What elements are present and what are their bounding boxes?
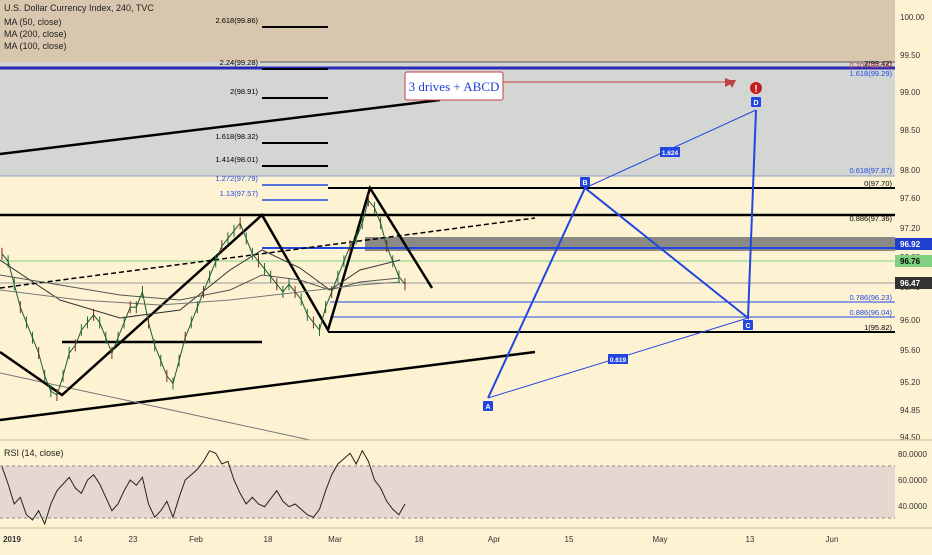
y-tick-label: 98.50 (900, 126, 921, 135)
fib-left-label: 2(98.91) (230, 87, 258, 96)
ma-label-100: MA (100, close) (4, 41, 67, 51)
y-tick-label: 99.00 (900, 88, 921, 97)
tan-zone (0, 0, 895, 62)
price-line (1, 199, 406, 396)
rsi-line (1, 449, 406, 526)
callout[interactable]: 3 drives + ABCD (404, 71, 735, 101)
x-tick-label: 14 (74, 535, 83, 544)
x-tick-label: 18 (264, 535, 273, 544)
ma-line-3 (0, 281, 401, 306)
callout-text: 3 drives + ABCD (409, 79, 500, 94)
fib-left-label: 1.618(98.32) (215, 132, 258, 141)
fib-right-labels: 2(99.42)0.707(99.26)1.618(99.29) 0.618(97… (849, 59, 892, 332)
ratio-badge (608, 354, 628, 364)
y-tick-label: 97.20 (900, 224, 921, 233)
price-tag-label: 96.47 (900, 279, 921, 288)
y-tick-label: 100.00 (900, 13, 925, 22)
fib-left-label: 1.272(97.79) (215, 174, 258, 183)
fib-right-label: 1.618(99.29) (849, 69, 892, 78)
fib-right-label: 0.886(96.04) (849, 308, 892, 317)
ma-line-1 (0, 249, 401, 319)
x-tick-label: May (652, 535, 667, 544)
fib-left-label: 2.24(99.28) (220, 58, 259, 67)
rsi-tick-label: 80.0000 (898, 450, 927, 459)
ma-label-50: MA (50, close) (4, 17, 62, 27)
y-tick-label: 94.50 (900, 433, 921, 442)
fib-left-label: 1.13(97.57) (220, 189, 259, 198)
y-tick-label: 97.60 (900, 194, 921, 203)
pattern-point-marker[interactable] (580, 177, 590, 187)
fib-left-label: 2.618(99.86) (215, 16, 258, 25)
ratio-label: 0.619 (610, 357, 627, 364)
price-tag-label: 96.92 (900, 240, 921, 249)
price-tag-label: 96.76 (900, 257, 921, 266)
fib-right-label: 0.786(96.23) (849, 293, 892, 302)
x-tick-label: 15 (565, 535, 574, 544)
grey-trendline (0, 372, 311, 441)
x-tick-label: Mar (328, 535, 342, 544)
pattern-point-marker[interactable] (743, 320, 753, 330)
x-tick-label: 13 (746, 535, 755, 544)
pattern-point-marker[interactable] (483, 401, 493, 411)
fib-left-labels: 2.618(99.86) 2.24(99.28) 2(98.91) 1.618(98.… (215, 16, 328, 201)
fib-right-label: 1(95.82) (864, 323, 892, 332)
three-drives-zigzag (0, 184, 434, 397)
x-tick-label: Apr (488, 535, 501, 544)
rsi-tick-label: 40.0000 (898, 502, 927, 511)
y-tick-label: 98.00 (900, 166, 921, 175)
lower-trendline (0, 350, 536, 422)
fib-left-label: 1.414(98.01) (215, 155, 258, 164)
price-tag-bg (895, 277, 932, 289)
fib-right-label: 0.886(97.36) (849, 214, 892, 223)
rsi-title: RSI (14, close) (4, 448, 64, 458)
upper-trendline (0, 98, 441, 156)
rsi-axis: 80.0000 60.0000 40.0000 (898, 450, 927, 511)
ma-line-2 (0, 274, 401, 301)
y-tick-label: 96.00 (900, 316, 921, 325)
pattern-point-label: D (753, 100, 758, 107)
fib-right-label: 0(97.70) (864, 179, 892, 188)
x-tick-label: Feb (189, 535, 203, 544)
ratio-label: 1.624 (662, 150, 679, 157)
pattern-point-marker[interactable] (751, 97, 761, 107)
y-tick-label: 99.50 (900, 51, 921, 60)
abcd-pattern (487, 109, 757, 399)
dashed-trendline (0, 217, 536, 289)
rsi-band (0, 466, 895, 518)
price-tag-bg (895, 255, 932, 267)
x-tick-label: Jun (826, 535, 839, 544)
y-tick-label: 95.20 (900, 378, 921, 387)
pattern-point-label: B (582, 180, 587, 187)
chart-title: U.S. Dollar Currency Index, 240, TVC (4, 3, 154, 13)
y-tick-label: 95.60 (900, 346, 921, 355)
x-tick-label: 23 (129, 535, 138, 544)
ratio-badge (660, 147, 680, 157)
pattern-point-label: A (485, 404, 490, 411)
alert-text: ! (754, 84, 757, 95)
x-tick-label: 18 (415, 535, 424, 544)
fib-right-label: 0.618(97.87) (849, 166, 892, 175)
pattern-point-label: C (745, 323, 750, 330)
fib-right-label: 2(99.42) (864, 59, 892, 68)
fib-right-label: 0.707(99.26) (849, 61, 892, 70)
ma-label-200: MA (200, close) (4, 29, 67, 39)
right-axis-panel (895, 0, 932, 440)
rsi-tick-label: 60.0000 (898, 476, 927, 485)
alert-icon[interactable] (750, 82, 762, 94)
x-axis: 2019 14 23 Feb 18 Mar 18 Apr 15 May 13 Jun (3, 535, 838, 544)
down-triangle-icon (728, 80, 736, 88)
y-tick-label: 94.85 (900, 406, 921, 415)
price-tag-bg (895, 238, 932, 250)
x-tick-label: 2019 (3, 535, 21, 544)
